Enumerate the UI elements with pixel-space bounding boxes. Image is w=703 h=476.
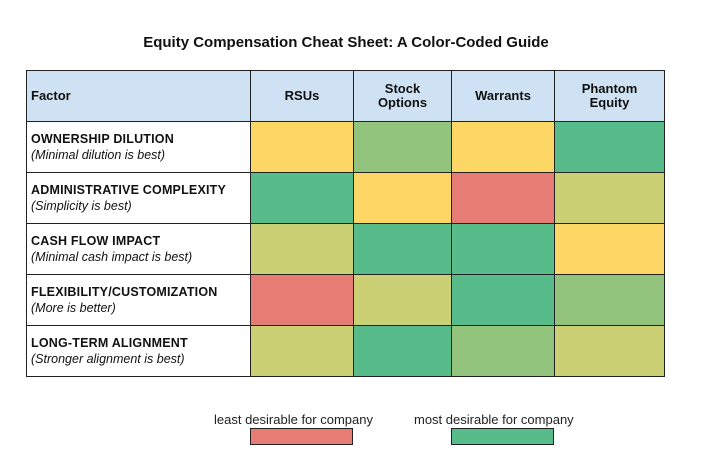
rating-cell-stock-options (353, 325, 452, 377)
header-phantom-equity: Phantom Equity (554, 70, 665, 122)
factor-cell: OWNERSHIP DILUTION (Minimal dilution is b… (26, 121, 251, 173)
comparison-table: Factor RSUs Stock Options Warrants Phant… (26, 70, 665, 377)
header-warrants: Warrants (451, 70, 555, 122)
page-title: Equity Compensation Cheat Sheet: A Color… (143, 34, 549, 51)
legend-least-label: least desirable for company (214, 412, 373, 427)
header-factor: Factor (26, 70, 251, 122)
factor-cell: FLEXIBILITY/CUSTOMIZATION (More is better… (26, 274, 251, 326)
rating-cell-warrants (451, 274, 555, 326)
factor-name: LONG-TERM ALIGNMENT (31, 336, 188, 350)
legend-least-swatch (250, 428, 353, 445)
rating-cell-rsus (250, 121, 354, 173)
rating-cell-phantom-equity (554, 223, 665, 275)
factor-cell: LONG-TERM ALIGNMENT (Stronger alignment i… (26, 325, 251, 377)
factor-name: CASH FLOW IMPACT (31, 234, 161, 248)
table-row: ADMINISTRATIVE COMPLEXITY (Simplicity is … (26, 172, 665, 224)
rating-cell-phantom-equity (554, 172, 665, 224)
factor-name: FLEXIBILITY/CUSTOMIZATION (31, 285, 218, 299)
table-row: LONG-TERM ALIGNMENT (Stronger alignment i… (26, 325, 665, 377)
rating-cell-rsus (250, 223, 354, 275)
factor-note: (Stronger alignment is best) (31, 352, 185, 366)
factor-name: OWNERSHIP DILUTION (31, 132, 174, 146)
rating-cell-phantom-equity (554, 121, 665, 173)
header-row: Factor RSUs Stock Options Warrants Phant… (26, 70, 665, 122)
rating-cell-rsus (250, 325, 354, 377)
rating-cell-warrants (451, 121, 555, 173)
rating-cell-phantom-equity (554, 274, 665, 326)
rating-cell-warrants (451, 223, 555, 275)
rating-cell-rsus (250, 274, 354, 326)
legend-most-label: most desirable for company (414, 412, 574, 427)
rating-cell-warrants (451, 172, 555, 224)
legend-most-swatch (451, 428, 554, 445)
rating-cell-phantom-equity (554, 325, 665, 377)
rating-cell-stock-options (353, 274, 452, 326)
factor-note: (Minimal cash impact is best) (31, 250, 193, 264)
rating-cell-stock-options (353, 121, 452, 173)
rating-cell-stock-options (353, 172, 452, 224)
header-rsus: RSUs (250, 70, 354, 122)
rating-cell-warrants (451, 325, 555, 377)
table-row: CASH FLOW IMPACT (Minimal cash impact is … (26, 223, 665, 275)
table-row: FLEXIBILITY/CUSTOMIZATION (More is better… (26, 274, 665, 326)
factor-note: (Minimal dilution is best) (31, 148, 166, 162)
factor-note: (Simplicity is best) (31, 199, 132, 213)
header-stock-options: Stock Options (353, 70, 452, 122)
factor-note: (More is better) (31, 301, 116, 315)
factor-cell: ADMINISTRATIVE COMPLEXITY (Simplicity is … (26, 172, 251, 224)
factor-cell: CASH FLOW IMPACT (Minimal cash impact is … (26, 223, 251, 275)
rating-cell-stock-options (353, 223, 452, 275)
factor-name: ADMINISTRATIVE COMPLEXITY (31, 183, 227, 197)
rating-cell-rsus (250, 172, 354, 224)
header-stock-options-label: Stock Options (377, 81, 428, 110)
header-phantom-equity-label: Phantom Equity (581, 81, 638, 110)
table-row: OWNERSHIP DILUTION (Minimal dilution is b… (26, 121, 665, 173)
